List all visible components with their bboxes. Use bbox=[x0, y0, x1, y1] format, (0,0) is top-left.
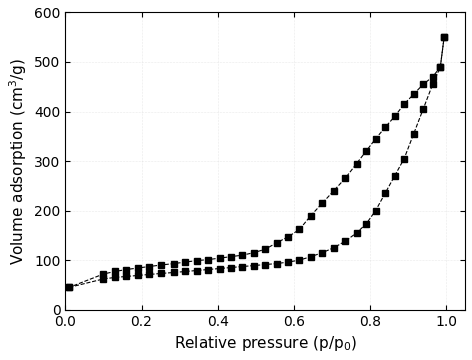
X-axis label: Relative pressure (p/p$_0$): Relative pressure (p/p$_0$) bbox=[174, 334, 357, 353]
Y-axis label: Volume adsorption (cm$^3$/g): Volume adsorption (cm$^3$/g) bbox=[7, 58, 29, 265]
